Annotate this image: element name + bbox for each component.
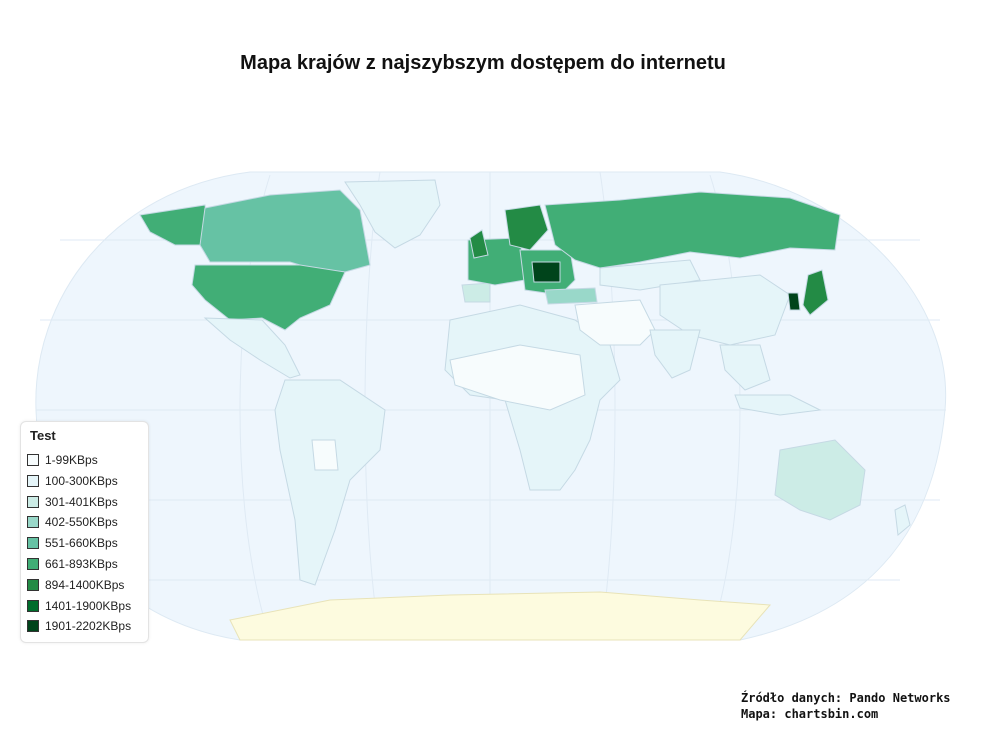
legend-label: 894-1400KBps [45, 577, 125, 592]
legend-item: 100-300KBps [27, 472, 118, 490]
legend-item: 301-401KBps [27, 493, 118, 511]
legend-swatch [27, 558, 39, 570]
country-alaska [139, 204, 211, 246]
country-central-africa [449, 344, 586, 411]
map-credit-line: Mapa: chartsbin.com [741, 707, 879, 721]
legend-swatch [27, 599, 39, 612]
country-turkey [544, 287, 598, 305]
legend-swatch [27, 474, 39, 487]
source-line: Źródło danych: Pando Networks [741, 691, 951, 705]
legend-swatch [27, 516, 39, 529]
country-south-america [274, 379, 386, 586]
country-usa [191, 264, 346, 331]
legend-label: 551-660KBps [45, 536, 118, 551]
legend-swatch [27, 495, 39, 508]
map-legend: Test 1-99KBps 100-300KBps 301-401KBps 402-5… [20, 421, 149, 643]
legend-label: 100-300KBps [45, 473, 118, 488]
legend-swatch [27, 578, 39, 591]
legend-label: 402-550KBps [45, 515, 118, 530]
country-uk [469, 229, 489, 259]
country-india [649, 329, 701, 379]
legend-label: 1401-1900KBps [45, 598, 132, 613]
legend-label: 1901-2202KBps [45, 619, 132, 634]
country-australia [774, 439, 866, 521]
country-middle-east [574, 299, 656, 346]
country-japan [802, 269, 829, 316]
legend-item: 894-1400KBps [27, 576, 124, 594]
country-indonesia [734, 394, 822, 416]
region-antarctica [229, 591, 772, 641]
legend-label: 1-99KBps [45, 453, 98, 467]
legend-item: 402-550KBps [27, 513, 118, 531]
legend-swatch [27, 454, 39, 466]
legend-swatch [27, 537, 39, 550]
map-title: Mapa krajów z najszybszym dostępem do in… [240, 52, 726, 74]
legend-title: Test [30, 428, 56, 443]
country-bolivia [311, 439, 339, 471]
country-china [659, 274, 791, 346]
legend-label: 301-401KBps [45, 494, 118, 509]
country-new-zealand [894, 504, 911, 536]
legend-item: 1-99KBps [27, 451, 98, 469]
country-scandinavia [504, 204, 549, 251]
legend-label: 661-893KBps [45, 557, 118, 571]
legend-item: 1901-2202KBps [27, 617, 131, 635]
legend-swatch [27, 620, 39, 633]
country-romania [531, 261, 561, 283]
country-mexico [203, 317, 301, 379]
source-note: Źródło danych: Pando Networks Mapa: char… [741, 690, 951, 722]
country-spain-portugal [461, 282, 491, 303]
legend-item: 661-893KBps [27, 555, 118, 573]
country-southeast-asia [719, 344, 771, 391]
legend-item: 551-660KBps [27, 534, 118, 552]
country-greenland [344, 179, 441, 249]
legend-item: 1401-1900KBps [27, 597, 131, 615]
country-russia [544, 191, 841, 269]
country-south-korea [787, 292, 801, 311]
